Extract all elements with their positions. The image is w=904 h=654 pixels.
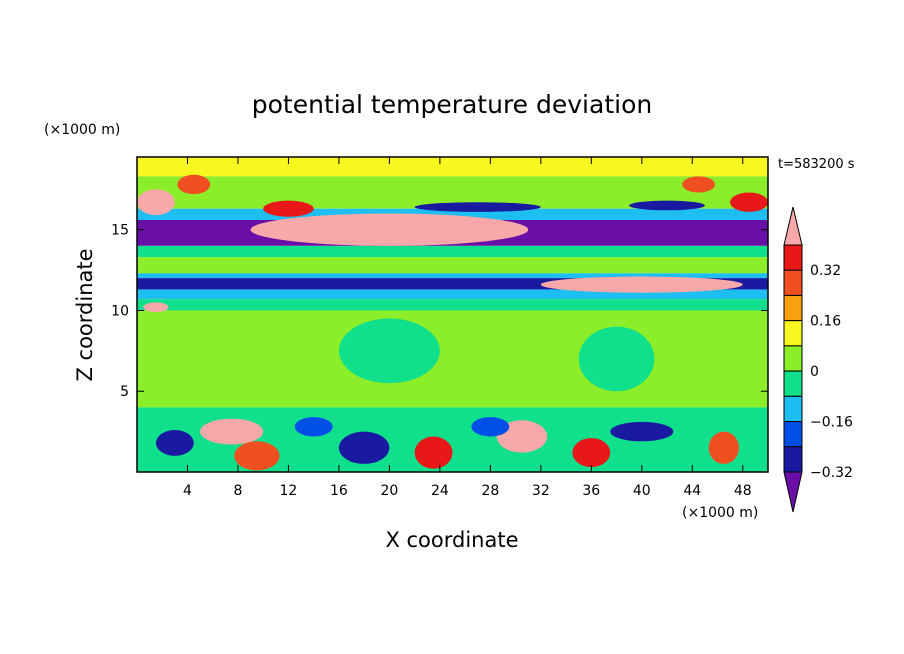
field-feature bbox=[572, 438, 611, 468]
field-feature bbox=[540, 276, 743, 293]
x-axis: 4 8 12 16 20 24 28 32 36 40 44 48 bbox=[183, 157, 752, 499]
y-axis: 5 10 15 bbox=[111, 223, 768, 400]
field-band bbox=[137, 157, 768, 177]
field-feature bbox=[155, 430, 194, 456]
field-band bbox=[137, 278, 768, 290]
y-tick-label: 5 bbox=[120, 384, 129, 400]
field-band bbox=[137, 257, 768, 274]
field-feature bbox=[143, 302, 169, 313]
colorbar-label: 0.16 bbox=[810, 314, 841, 330]
field-band bbox=[137, 208, 768, 220]
field-band bbox=[137, 273, 768, 279]
y-axis-label: Z coordinate bbox=[73, 248, 97, 381]
colorbar-bottom-triangle bbox=[783, 471, 803, 513]
x-tick-label: 28 bbox=[481, 483, 499, 499]
x-tick-label: 48 bbox=[734, 483, 752, 499]
field-feature bbox=[414, 436, 453, 469]
y-tick-label: 15 bbox=[111, 223, 129, 239]
x-axis-unit: (×1000 m) bbox=[682, 505, 758, 521]
colorbar-box bbox=[783, 244, 803, 271]
field-band bbox=[137, 289, 768, 300]
field-feature bbox=[234, 441, 280, 471]
plot-area bbox=[137, 157, 768, 472]
colorbar-box bbox=[783, 446, 803, 473]
colorbar-label: −0.32 bbox=[810, 465, 853, 481]
field-feature bbox=[414, 202, 541, 212]
x-tick-label: 12 bbox=[280, 483, 298, 499]
colorbar: 0.32 0.16 0 −0.16 −0.32 bbox=[783, 206, 853, 513]
x-axis-label: X coordinate bbox=[385, 528, 518, 552]
x-tick-label: 8 bbox=[233, 483, 242, 499]
field-feature bbox=[629, 200, 705, 211]
field-feature bbox=[610, 421, 674, 442]
field-feature bbox=[200, 418, 264, 445]
colorbar-label: 0.32 bbox=[810, 263, 841, 279]
field-feature bbox=[708, 431, 739, 464]
field-band bbox=[137, 310, 768, 408]
y-tick-label: 10 bbox=[111, 303, 129, 319]
field-band bbox=[137, 245, 768, 258]
x-tick-label: 24 bbox=[431, 483, 449, 499]
field-feature bbox=[730, 192, 768, 212]
y-axis-unit: (×1000 m) bbox=[44, 122, 120, 138]
colorbar-box bbox=[783, 294, 803, 322]
x-tick-label: 4 bbox=[183, 483, 192, 499]
field-feature bbox=[177, 174, 211, 195]
field-feature bbox=[578, 326, 655, 392]
colorbar-box bbox=[783, 345, 803, 372]
colorbar-box bbox=[783, 269, 803, 296]
field-feature bbox=[338, 318, 440, 384]
plot-frame bbox=[136, 156, 769, 473]
x-tick-label: 16 bbox=[330, 483, 348, 499]
field-feature bbox=[263, 200, 314, 217]
colorbar-box bbox=[783, 320, 803, 347]
field-feature bbox=[496, 420, 548, 453]
colorbar-top-triangle bbox=[783, 206, 803, 246]
colorbar-box bbox=[783, 395, 803, 423]
field-feature bbox=[338, 431, 390, 464]
field-feature bbox=[137, 189, 175, 216]
x-tick-label: 32 bbox=[532, 483, 550, 499]
x-tick-label: 44 bbox=[683, 483, 701, 499]
colorbar-box bbox=[783, 421, 803, 448]
field-feature bbox=[471, 417, 510, 437]
x-tick-label: 20 bbox=[380, 483, 398, 499]
x-tick-label: 40 bbox=[633, 483, 651, 499]
chart-title: potential temperature deviation bbox=[252, 90, 652, 119]
field-feature bbox=[250, 213, 529, 246]
colorbar-box bbox=[783, 370, 803, 397]
field-band bbox=[137, 407, 768, 416]
field-band bbox=[137, 299, 768, 311]
field-feature bbox=[682, 176, 715, 193]
colorbar-label: −0.16 bbox=[810, 415, 853, 431]
x-tick-label: 36 bbox=[582, 483, 600, 499]
colorbar-label: 0 bbox=[810, 364, 819, 380]
field-feature bbox=[294, 417, 333, 437]
time-label: t=583200 s bbox=[778, 157, 855, 172]
